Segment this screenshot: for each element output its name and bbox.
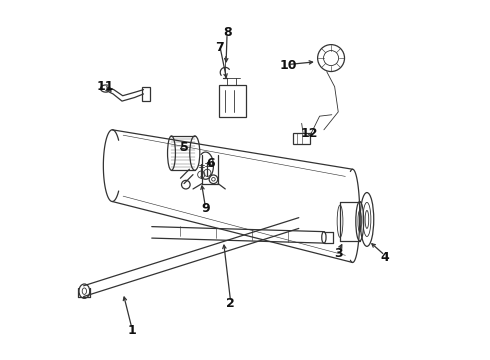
- Text: 2: 2: [226, 297, 235, 310]
- Bar: [219, 85, 245, 117]
- Text: 1: 1: [128, 324, 136, 337]
- Text: 9: 9: [201, 202, 210, 215]
- Text: 11: 11: [97, 80, 114, 93]
- Text: 5: 5: [180, 141, 189, 154]
- Text: 6: 6: [207, 157, 215, 170]
- Text: 3: 3: [334, 247, 343, 260]
- Text: 12: 12: [301, 127, 318, 140]
- Bar: [142, 87, 149, 101]
- Bar: [293, 134, 310, 144]
- Text: 7: 7: [216, 41, 224, 54]
- Text: 4: 4: [380, 251, 389, 264]
- Text: 8: 8: [223, 27, 231, 40]
- Text: 10: 10: [279, 59, 297, 72]
